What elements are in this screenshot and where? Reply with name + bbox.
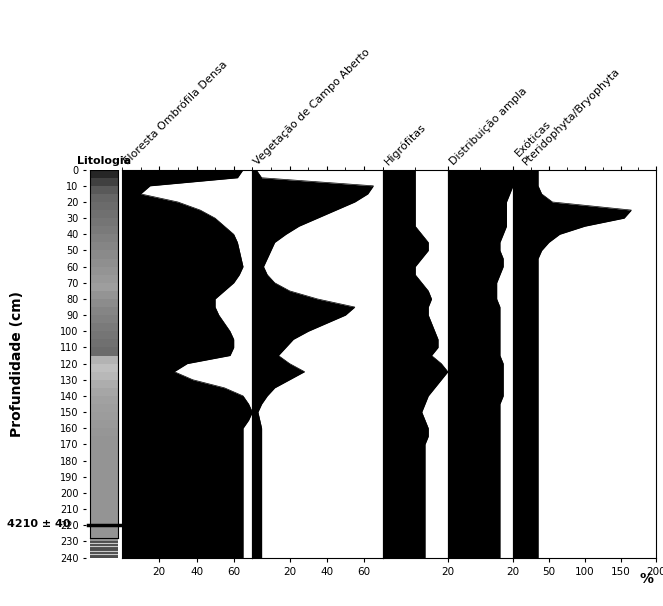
Text: Profundidade (cm): Profundidade (cm): [9, 291, 24, 436]
Bar: [90, 533, 119, 541]
Text: Distribuição ampla: Distribuição ampla: [448, 86, 529, 167]
Bar: [90, 517, 119, 525]
Text: Floresta Ombrófila Densa: Floresta Ombrófila Densa: [122, 60, 229, 167]
Bar: [90, 235, 119, 242]
Bar: [90, 356, 119, 364]
Bar: [90, 404, 119, 412]
Bar: [90, 186, 119, 194]
Bar: [90, 339, 119, 347]
Bar: [90, 485, 119, 493]
Bar: [90, 453, 119, 461]
Bar: [90, 315, 119, 323]
Bar: [90, 218, 119, 226]
Bar: [90, 468, 119, 477]
Bar: [90, 323, 119, 331]
Bar: [90, 170, 119, 178]
Text: %: %: [639, 571, 653, 586]
Bar: [90, 299, 119, 307]
Bar: [90, 242, 119, 250]
Bar: [90, 388, 119, 396]
Text: Vegetação de Campo Aberto: Vegetação de Campo Aberto: [253, 47, 373, 167]
Bar: [90, 396, 119, 404]
Bar: [90, 291, 119, 299]
Bar: [90, 178, 119, 186]
Text: Litologia: Litologia: [77, 156, 131, 166]
Bar: [90, 444, 119, 453]
Bar: [90, 541, 119, 550]
Bar: [90, 226, 119, 235]
Bar: [90, 436, 119, 444]
Bar: [90, 477, 119, 485]
Bar: [90, 283, 119, 291]
Bar: [90, 493, 119, 501]
Bar: [90, 202, 119, 210]
Bar: [90, 509, 119, 517]
Text: Higrófitas: Higrófitas: [383, 121, 428, 167]
Bar: [90, 275, 119, 283]
Bar: [90, 420, 119, 428]
Bar: [90, 210, 119, 218]
Text: 4210 ± 40: 4210 ± 40: [7, 519, 70, 529]
Bar: [90, 501, 119, 509]
Bar: [90, 461, 119, 468]
Bar: [90, 525, 119, 533]
Bar: [90, 550, 119, 558]
Bar: [90, 371, 119, 380]
Text: Exóticas
Pteridophyta/Bryophyta: Exóticas Pteridophyta/Bryophyta: [513, 58, 623, 167]
Bar: [90, 380, 119, 388]
Bar: [90, 364, 119, 371]
Bar: [90, 250, 119, 259]
Bar: [90, 259, 119, 267]
Bar: [90, 412, 119, 420]
Bar: [90, 267, 119, 275]
Bar: [90, 194, 119, 202]
Bar: [90, 307, 119, 315]
Bar: [90, 347, 119, 356]
Bar: [90, 428, 119, 436]
Bar: [90, 331, 119, 339]
